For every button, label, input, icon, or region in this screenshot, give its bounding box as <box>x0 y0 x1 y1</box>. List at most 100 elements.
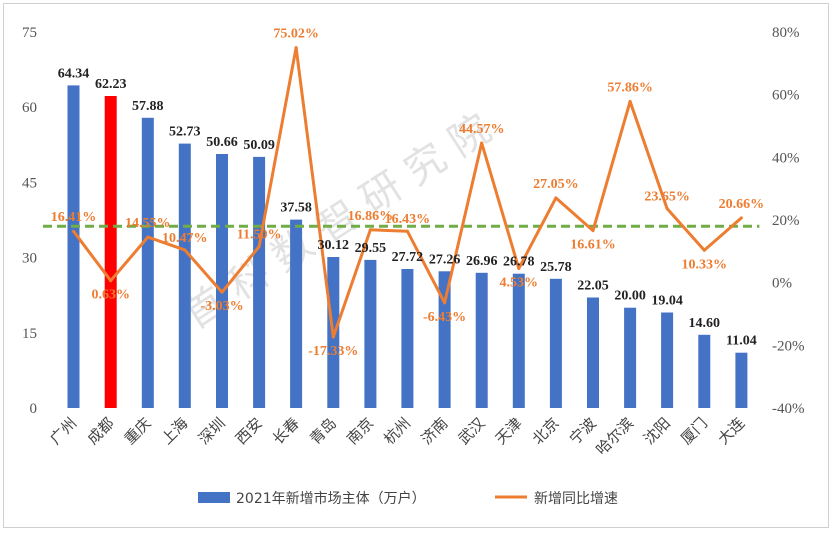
bar-label-10: 27.26 <box>429 252 461 267</box>
line-point-4 <box>220 290 224 294</box>
bar-label-12: 26.78 <box>503 255 535 270</box>
bar-17 <box>698 334 711 408</box>
left-tick-2: 30 <box>22 251 37 267</box>
legend-label-line: 新增同比增速 <box>534 491 618 507</box>
line-label-10: -6.43% <box>423 310 466 325</box>
line-point-8 <box>368 228 372 232</box>
category-label-7: 青岛 <box>306 414 340 448</box>
line-point-11 <box>480 141 484 145</box>
bar-label-8: 29.55 <box>355 241 387 256</box>
line-point-5 <box>257 245 261 249</box>
line-point-17 <box>702 248 706 252</box>
right-tick-0: -40% <box>772 401 805 417</box>
line-label-4: -3.03% <box>200 299 243 314</box>
line-point-18 <box>739 216 743 220</box>
bar-label-4: 50.66 <box>206 135 238 150</box>
right-tick-1: -20% <box>772 338 805 354</box>
line-label-12: 4.53% <box>500 276 539 291</box>
bar-5 <box>253 156 266 408</box>
bar-label-17: 14.60 <box>689 316 721 331</box>
line-label-2: 14.55% <box>125 216 171 231</box>
line-point-6 <box>294 46 298 50</box>
bar-10 <box>438 271 451 408</box>
bar-9 <box>401 269 414 408</box>
category-label-1: 成都 <box>84 414 118 448</box>
line-point-7 <box>331 335 335 339</box>
legend-swatch-bar <box>198 492 230 503</box>
legend: 2021年新增市场主体（万户） 新增同比增速 <box>198 490 618 507</box>
line-label-8: 16.86% <box>348 209 394 224</box>
right-tick-5: 60% <box>772 88 800 104</box>
bar-18 <box>735 352 748 408</box>
line-label-0: 16.41% <box>51 210 97 225</box>
bar-0 <box>67 85 80 409</box>
category-label-12: 天津 <box>492 414 526 448</box>
bars-layer <box>67 85 748 409</box>
line-label-17: 10.33% <box>682 257 728 272</box>
category-label-11: 武汉 <box>455 414 489 448</box>
bar-label-5: 50.09 <box>243 138 275 153</box>
bar-label-16: 19.04 <box>651 294 683 309</box>
line-point-1 <box>109 279 113 283</box>
left-tick-5: 75 <box>22 25 37 41</box>
bar-4 <box>216 154 228 408</box>
category-label-6: 长春 <box>269 414 303 448</box>
category-label-15: 哈尔滨 <box>592 414 637 459</box>
category-label-16: 沈阳 <box>640 414 674 448</box>
line-label-18: 20.66% <box>719 197 765 212</box>
category-label-17: 厦门 <box>677 414 711 448</box>
bar-label-6: 37.58 <box>280 201 312 216</box>
right-tick-4: 40% <box>772 150 800 166</box>
bar-2 <box>141 117 154 409</box>
category-label-4: 深圳 <box>195 414 229 448</box>
category-label-2: 重庆 <box>121 414 155 448</box>
line-point-13 <box>554 196 558 200</box>
category-label-18: 大连 <box>714 414 748 448</box>
labels-layer: 64.34 62.23 57.88 52.73 50.66 50.09 37.58 30.12… <box>51 27 764 359</box>
bar-label-3: 52.73 <box>169 125 201 140</box>
line-label-13: 27.05% <box>533 177 579 192</box>
line-point-0 <box>72 229 75 233</box>
bar-3 <box>178 143 191 408</box>
line-label-11: 44.57% <box>459 122 505 137</box>
line-point-12 <box>517 267 521 270</box>
bar-12 <box>512 273 525 408</box>
bar-13 <box>549 278 562 408</box>
category-label-0: 广州 <box>46 414 80 448</box>
line-point-10 <box>443 301 447 305</box>
bar-label-1: 62.23 <box>95 77 127 92</box>
bar-15 <box>624 307 637 408</box>
category-label-9: 杭州 <box>380 414 414 448</box>
category-label-3: 上海 <box>158 414 192 448</box>
line-point-3 <box>183 248 187 252</box>
line-label-7: -17.33% <box>308 344 358 359</box>
bar-6 <box>290 219 303 408</box>
left-tick-1: 15 <box>22 326 37 342</box>
bar-label-14: 22.05 <box>577 279 609 294</box>
bar-label-7: 30.12 <box>318 238 350 253</box>
line-point-2 <box>146 235 150 239</box>
category-label-10: 济南 <box>417 414 451 448</box>
bar-label-13: 25.78 <box>540 260 572 275</box>
right-tick-3: 20% <box>772 213 800 229</box>
category-label-5: 西安 <box>232 414 266 448</box>
category-label-13: 北京 <box>529 414 563 448</box>
category-label-8: 南京 <box>343 414 377 448</box>
chart-frame <box>3 3 829 528</box>
line-point-9 <box>405 229 409 233</box>
bar-label-11: 26.96 <box>466 254 498 269</box>
line-point-16 <box>665 207 669 211</box>
bar-label-9: 27.72 <box>392 250 424 265</box>
bar-16 <box>661 312 674 408</box>
legend-label-bar: 2021年新增市场主体（万户） <box>236 490 426 507</box>
bar-8 <box>364 259 377 408</box>
left-tick-4: 60 <box>22 100 37 116</box>
line-label-16: 23.65% <box>644 190 690 205</box>
right-tick-6: 80% <box>772 25 800 41</box>
bar-label-18: 11.04 <box>726 334 757 349</box>
bar-label-15: 20.00 <box>614 289 646 304</box>
line-label-15: 57.86% <box>607 80 653 95</box>
left-tick-3: 45 <box>22 175 37 191</box>
bar-label-2: 57.88 <box>132 99 164 114</box>
